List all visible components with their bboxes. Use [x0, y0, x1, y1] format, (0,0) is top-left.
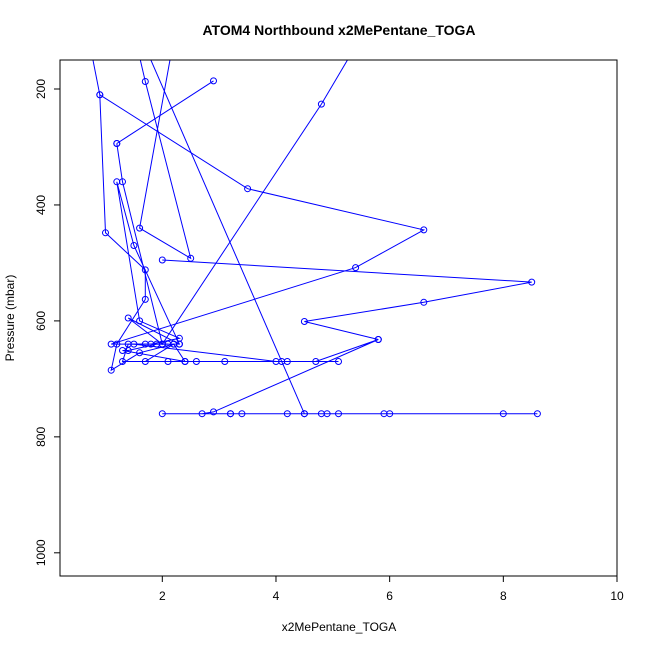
- y-tick-label: 600: [34, 311, 48, 331]
- data-point: [107, 366, 115, 374]
- series-line-0: [92, 60, 538, 415]
- data-point: [312, 358, 320, 365]
- data-point: [227, 410, 234, 418]
- data-point: [335, 358, 342, 365]
- x-tick-label: 6: [386, 589, 393, 603]
- data-point: [335, 410, 342, 418]
- y-tick-label: 800: [34, 427, 48, 447]
- data-point: [181, 358, 189, 365]
- data-point: [119, 178, 126, 186]
- data-point: [124, 314, 132, 322]
- data-point: [136, 317, 144, 325]
- chart-title: ATOM4 Northbound x2MePentane_TOGA: [202, 22, 475, 38]
- data-point: [380, 410, 388, 418]
- data-point: [244, 185, 252, 193]
- data-point: [141, 295, 149, 303]
- data-point: [323, 410, 331, 418]
- data-point: [533, 410, 541, 418]
- series-line-4: [99, 94, 426, 362]
- x-tick-label: 2: [159, 589, 166, 603]
- x-axis: 2 4 6 8 10: [159, 575, 624, 603]
- data-point: [119, 347, 126, 354]
- y-axis-label: Pressure (mbar): [3, 275, 17, 362]
- data-point: [528, 278, 536, 286]
- data-point: [153, 340, 161, 348]
- series-line-2: [162, 259, 532, 340]
- data-point: [107, 340, 115, 348]
- data-point: [238, 410, 246, 418]
- data-point: [278, 358, 286, 365]
- x-tick-label: 4: [273, 589, 280, 603]
- series-line-3: [116, 60, 349, 346]
- data-point: [317, 100, 325, 108]
- data-point: [300, 318, 308, 325]
- data-point: [283, 410, 291, 418]
- series-layer: [92, 60, 541, 418]
- data-point: [300, 410, 308, 418]
- data-point: [374, 336, 382, 343]
- x-axis-label: x2MePentane_TOGA: [282, 620, 397, 634]
- data-point: [96, 91, 104, 99]
- y-tick-label: 200: [34, 79, 48, 99]
- x-tick-label: 8: [500, 589, 507, 603]
- data-point: [499, 410, 507, 418]
- plot-frame: [59, 59, 618, 577]
- data-point: [210, 408, 217, 416]
- data-point: [170, 340, 178, 348]
- data-point: [420, 298, 428, 306]
- data-point: [141, 78, 149, 85]
- data-point: [210, 77, 217, 85]
- data-point: [420, 226, 428, 234]
- data-point: [141, 358, 149, 365]
- series-line-1: [116, 80, 214, 144]
- y-axis: 200 400 600 800 1000: [34, 79, 61, 566]
- y-tick-label: 1000: [34, 539, 48, 566]
- data-point: [130, 242, 138, 249]
- data-point: [102, 229, 109, 237]
- data-point: [136, 224, 144, 232]
- data-point: [158, 410, 166, 418]
- data-point: [198, 410, 206, 418]
- y-tick-label: 400: [34, 195, 48, 215]
- data-point: [113, 140, 121, 147]
- data-point: [158, 256, 166, 264]
- data-point: [352, 264, 360, 272]
- data-point: [119, 358, 126, 365]
- x-tick-label: 10: [610, 589, 624, 603]
